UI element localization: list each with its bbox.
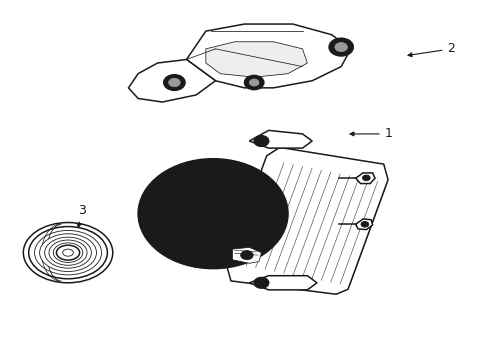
Circle shape	[334, 42, 347, 52]
Circle shape	[249, 79, 259, 86]
Polygon shape	[232, 247, 261, 263]
Ellipse shape	[40, 234, 96, 271]
Ellipse shape	[44, 237, 91, 268]
Ellipse shape	[53, 243, 82, 262]
Circle shape	[208, 210, 218, 217]
Text: 3: 3	[77, 204, 85, 228]
Ellipse shape	[49, 240, 87, 265]
Circle shape	[254, 278, 268, 288]
Text: 1: 1	[349, 127, 392, 140]
Polygon shape	[205, 42, 307, 77]
Circle shape	[360, 221, 368, 227]
Circle shape	[186, 194, 239, 233]
Polygon shape	[186, 24, 350, 88]
Ellipse shape	[29, 226, 107, 279]
Polygon shape	[128, 59, 215, 102]
Circle shape	[244, 76, 264, 90]
Circle shape	[173, 185, 252, 243]
Circle shape	[240, 251, 253, 260]
Polygon shape	[355, 173, 374, 184]
Circle shape	[168, 78, 180, 87]
Polygon shape	[249, 130, 311, 148]
Ellipse shape	[62, 249, 73, 256]
Polygon shape	[226, 147, 387, 294]
Ellipse shape	[23, 222, 113, 283]
Text: 2: 2	[407, 42, 454, 57]
Circle shape	[155, 171, 270, 256]
Circle shape	[163, 75, 184, 90]
Circle shape	[201, 205, 224, 222]
Polygon shape	[249, 276, 316, 290]
Circle shape	[138, 159, 287, 269]
Circle shape	[362, 175, 369, 181]
Polygon shape	[355, 219, 372, 230]
Circle shape	[328, 38, 352, 56]
Ellipse shape	[35, 230, 102, 275]
Ellipse shape	[56, 245, 80, 260]
Circle shape	[254, 136, 268, 146]
